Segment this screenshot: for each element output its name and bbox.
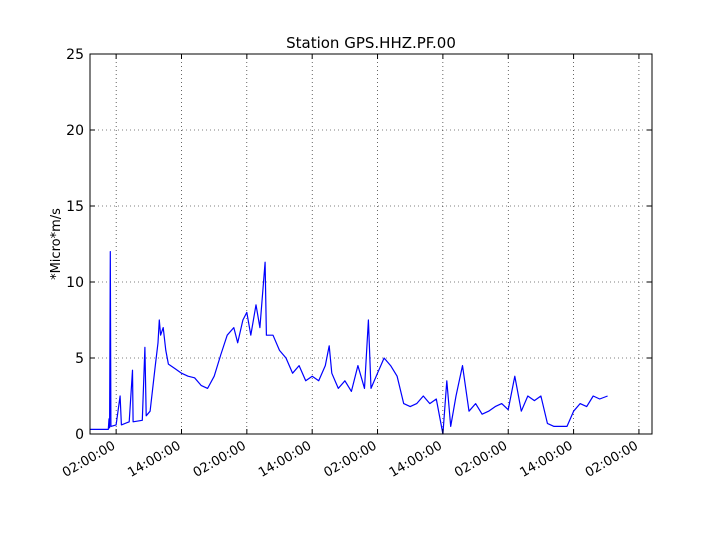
- x-tick-label: 14:00:00: [387, 438, 445, 480]
- x-tick-label: 14:00:00: [256, 438, 314, 480]
- x-tick-label: 02:00:00: [321, 438, 379, 480]
- x-tick-label: 02:00:00: [60, 438, 118, 480]
- chart-title: Station GPS.HHZ.PF.00: [286, 34, 456, 52]
- series-group: [90, 251, 608, 435]
- y-tick-label: 25: [66, 47, 84, 63]
- series-line-0: [90, 251, 608, 435]
- y-axis: 0 5 10 15 20 25: [66, 47, 652, 443]
- plot-frame: [89, 53, 653, 435]
- plot-background: [90, 54, 652, 434]
- y-axis-label: *Micro*m/s: [49, 208, 64, 280]
- x-tick-label: 02:00:00: [452, 438, 510, 480]
- y-tick-label: 5: [75, 351, 84, 367]
- x-tick-label: 02:00:00: [583, 438, 641, 480]
- x-tick-label: 14:00:00: [125, 438, 183, 480]
- x-tick-label: 02:00:00: [191, 438, 249, 480]
- x-tick-label: 14:00:00: [518, 438, 576, 480]
- y-tick-label: 15: [66, 199, 84, 215]
- y-tick-label: 20: [66, 123, 84, 139]
- grid-lines: [90, 54, 652, 434]
- y-tick-label: 10: [66, 275, 84, 291]
- y-tick-label: 0: [75, 427, 84, 443]
